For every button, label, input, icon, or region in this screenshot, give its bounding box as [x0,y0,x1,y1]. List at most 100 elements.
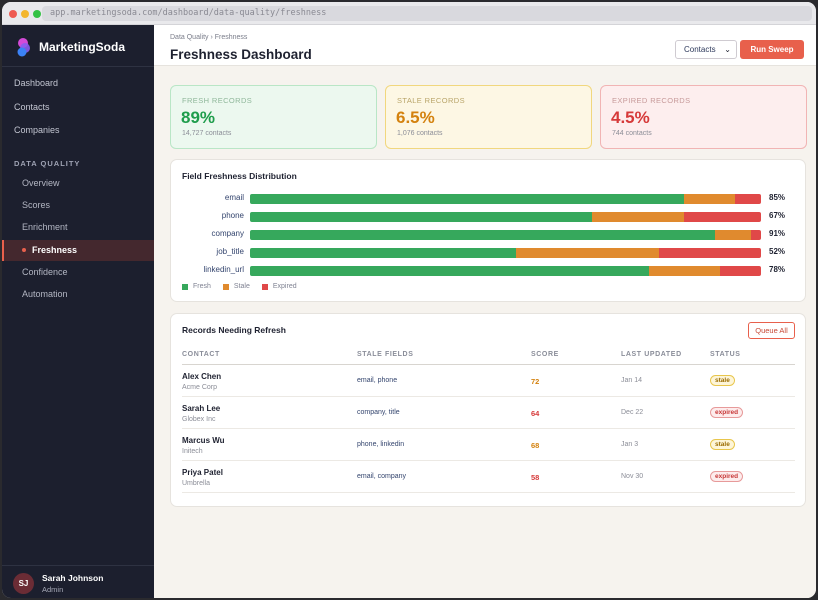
score-value: 72 [531,377,540,386]
status-badge: stale [710,439,735,450]
legend-swatch [261,283,268,290]
legend-label: Stale [233,283,250,290]
active-indicator-icon [22,247,26,252]
close-window-icon[interactable] [9,10,17,18]
stat-label: FRESH RECORDS [182,96,253,105]
score-value: 64 [531,409,540,418]
sidebar-item-label: Freshness [32,245,78,255]
bar-segment-expired [750,230,761,240]
bar-segment-expired [658,248,761,258]
legend-item-stale: Stale [222,283,250,290]
card-title: Records Needing Refresh [182,325,286,335]
sidebar-item-overview[interactable]: Overview [22,178,60,188]
logo-icon [17,38,30,57]
sidebar-item-contacts[interactable]: Contacts [14,102,50,112]
stale-fields: phone, linkedin [357,441,405,448]
contact-company: Umbrella [182,480,211,487]
legend-swatch [182,283,188,290]
last-updated: Jan 3 [621,441,639,448]
stat-value: 6.5% [396,108,435,127]
bar-segment-fresh [250,248,516,258]
status-badge: expired [710,407,744,418]
bar-company [250,230,761,240]
stat-card-stale: STALE RECORDS 6.5% 1,076 contacts [385,85,592,149]
table-row[interactable]: Marcus Wu Initech phone, linkedin 68 Jan 3 st… [182,429,795,461]
bar-segment-fresh [250,194,685,204]
brand[interactable]: MarketingSoda [16,37,125,57]
stat-card-fresh: FRESH RECORDS 89% 14,727 contacts [170,85,377,149]
breadcrumb[interactable]: Data Quality › Freshness [170,34,248,41]
avatar: SJ [13,573,34,594]
column-header[interactable]: STALE FIELDS [357,351,414,358]
bar-segment-expired [684,212,761,222]
legend-label: Fresh [193,283,211,290]
page-title: Freshness Dashboard [170,47,312,62]
contact-company: Initech [182,448,203,455]
contact-company: Globex Inc [182,416,216,423]
table-row[interactable]: Priya Patel Umbrella email, company 58 Nov 3… [182,461,795,493]
sidebar-item-freshness[interactable]: Freshness [2,240,154,261]
legend-item-fresh: Fresh [182,283,211,290]
status-badge: expired [710,471,744,482]
bar-percent-label: 91% [769,229,786,238]
run-sweep-button[interactable]: Run Sweep [740,40,804,59]
stat-label: STALE RECORDS [397,96,465,105]
stat-sub: 1,076 contacts [397,130,443,137]
bar-segment-expired [720,266,761,276]
stat-sub: 14,727 contacts [182,130,232,137]
contact-name[interactable]: Alex Chen [182,372,222,381]
user-role: Admin [42,585,64,594]
sidebar-item-automation[interactable]: Automation [22,289,68,299]
queue-all-button[interactable]: Queue All [748,322,795,339]
column-header[interactable]: CONTACT [182,351,220,358]
contact-name[interactable]: Priya Patel [182,468,223,477]
bar-segment-stale [684,194,736,204]
bar-percent-label: 85% [769,193,786,202]
stat-card-expired: EXPIRED RECORDS 4.5% 744 contacts [600,85,807,149]
sidebar-divider [2,66,154,67]
entity-select[interactable]: Contacts ⌄ [675,40,737,59]
address-bar[interactable]: app.marketingsoda.com/dashboard/data-qua… [42,6,812,21]
bar-label: email [224,193,244,202]
legend-item-expired: Expired [261,283,297,290]
page-header: Data Quality › Freshness Freshness Dashb… [154,25,816,66]
minimize-window-icon[interactable] [21,10,29,18]
table-row[interactable]: Alex Chen Acme Corp email, phone 72 Jan 14 st… [182,365,795,397]
bar-percent-label: 67% [769,211,786,220]
contact-name[interactable]: Sarah Lee [182,404,221,413]
records-needing-refresh-card: Records Needing Refresh Queue All CONTAC… [170,313,806,507]
sidebar-item-confidence[interactable]: Confidence [22,267,68,277]
sidebar-item-companies[interactable]: Companies [14,125,60,135]
stat-value: 4.5% [611,108,650,127]
sidebar-item-scores[interactable]: Scores [22,200,51,210]
user-name: Sarah Johnson [42,573,104,583]
stat-value: 89% [181,108,216,127]
sidebar-item-enrichment[interactable]: Enrichment [22,222,68,232]
user-profile[interactable]: SJ Sarah Johnson Admin [13,573,103,594]
contact-name[interactable]: Marcus Wu [182,436,225,445]
sidebar-section-title: DATA QUALITY [14,159,81,168]
column-header[interactable]: STATUS [710,351,741,358]
last-updated: Jan 14 [621,377,643,384]
bar-label: company [211,229,244,238]
sidebar: MarketingSoda Dashboard Contacts Compani… [2,25,154,598]
chevron-down-icon: ⌄ [724,45,731,54]
card-title: Field Freshness Distribution [182,171,297,181]
stat-label: EXPIRED RECORDS [612,96,691,105]
score-value: 58 [531,473,540,482]
table-row[interactable]: Sarah Lee Globex Inc company, title 64 Dec 2… [182,397,795,429]
chart-legend: Fresh Stale Expired [182,283,309,290]
bar-percent-label: 78% [769,265,786,274]
sidebar-item-dashboard[interactable]: Dashboard [14,78,59,88]
entity-select-value: Contacts [684,45,716,54]
column-header[interactable]: SCORE [531,351,559,358]
sidebar-divider [2,565,154,566]
status-badge: stale [710,375,735,386]
bar-segment-expired [735,194,761,204]
stale-fields: company, title [357,409,400,416]
bar-segment-stale [648,266,721,276]
column-header[interactable]: LAST UPDATED [621,351,682,358]
maximize-window-icon[interactable] [33,10,41,18]
table-header-divider [182,364,795,365]
